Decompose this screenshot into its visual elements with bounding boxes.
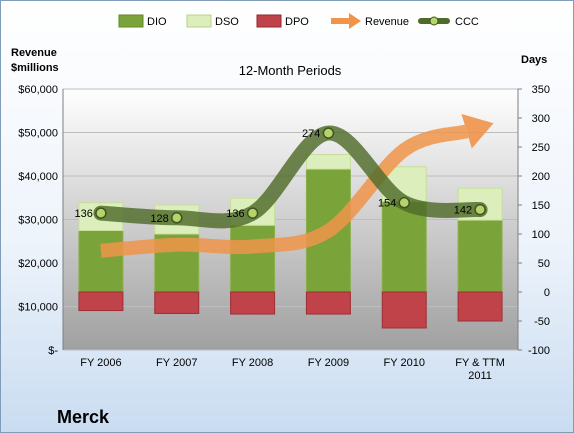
right-tick-label: 350 xyxy=(532,84,550,96)
ccc-marker xyxy=(398,196,410,209)
data-labels: 136 128 136 274 154 142 xyxy=(75,128,473,225)
category-label: 2011 xyxy=(468,370,492,382)
legend-swatch-dio xyxy=(118,14,144,28)
legend-label: DSO xyxy=(215,16,239,28)
left-tick-label: $- xyxy=(48,345,58,357)
axes: $- $10,000 $20,000 $30,000 $40,000 $50,000 $60… xyxy=(18,84,550,382)
legend-swatch-dpo xyxy=(256,14,282,28)
ccc-data-label: 142 xyxy=(454,205,472,217)
left-tick-label: $30,000 xyxy=(18,215,58,227)
dpo-bar xyxy=(381,291,427,329)
dso-bar xyxy=(305,154,351,170)
legend-swatch-revenue-head xyxy=(349,13,361,29)
right-tick-label: 150 xyxy=(532,200,550,212)
ccc-data-label: 154 xyxy=(378,198,396,210)
legend-label: Revenue xyxy=(365,16,409,28)
ccc-marker xyxy=(474,203,486,216)
company-name: Merck xyxy=(57,407,110,427)
ccc-data-label: 136 xyxy=(75,208,93,220)
dpo-bar xyxy=(154,291,200,314)
legend-label: CCC xyxy=(455,16,479,28)
ccc-marker xyxy=(246,207,259,219)
ccc-marker xyxy=(171,212,183,224)
revenue-line xyxy=(100,124,469,258)
left-axis-title-line2: $millions xyxy=(11,62,59,74)
dio-bar xyxy=(457,219,503,293)
legend-swatch-dso xyxy=(186,14,212,28)
right-tick-label: -50 xyxy=(534,316,550,328)
right-axis-title: Days xyxy=(521,54,547,66)
right-tick-label: 100 xyxy=(532,229,550,241)
category-label: FY 2006 xyxy=(80,357,121,369)
ccc-data-label: 136 xyxy=(226,208,244,220)
right-tick-label: 250 xyxy=(532,142,550,154)
dpo-bar xyxy=(457,291,503,322)
category-label: FY 2007 xyxy=(156,357,197,369)
left-tick-label: $60,000 xyxy=(18,84,58,96)
legend: DIO DSO DPO Revenue CCC xyxy=(118,13,479,29)
legend-label: DPO xyxy=(285,16,309,28)
dio-bar xyxy=(230,224,276,293)
left-tick-label: $10,000 xyxy=(18,302,58,314)
legend-label: DIO xyxy=(147,16,167,28)
dpo-bar xyxy=(78,291,124,312)
dio-bar xyxy=(78,230,124,293)
dio-bar xyxy=(381,201,427,293)
left-tick-label: $40,000 xyxy=(18,171,58,183)
left-tick-label: $20,000 xyxy=(18,258,58,270)
lines xyxy=(93,114,494,258)
ccc-data-label: 128 xyxy=(150,213,168,225)
ccc-data-label: 274 xyxy=(302,128,320,140)
dpo-bar xyxy=(230,291,276,315)
right-tick-label: 0 xyxy=(544,287,550,299)
revenue-arrowhead xyxy=(461,114,494,149)
ccc-marker xyxy=(95,207,107,219)
left-tick-label: $50,000 xyxy=(18,128,58,140)
category-label: FY 2009 xyxy=(308,357,349,369)
category-label: FY & TTM xyxy=(455,357,505,369)
legend-swatch-ccc-marker xyxy=(429,16,439,26)
right-tick-label: 50 xyxy=(538,258,550,270)
right-tick-label: 200 xyxy=(532,171,550,183)
dpo-bar xyxy=(305,291,351,315)
ccc-marker xyxy=(322,127,335,139)
chart-title: 12-Month Periods xyxy=(239,63,342,78)
right-tick-label: 300 xyxy=(532,113,550,125)
left-axis-title-line1: Revenue xyxy=(11,47,57,59)
right-tick-label: -100 xyxy=(528,345,550,357)
category-label: FY 2010 xyxy=(384,357,425,369)
category-label: FY 2008 xyxy=(232,357,273,369)
